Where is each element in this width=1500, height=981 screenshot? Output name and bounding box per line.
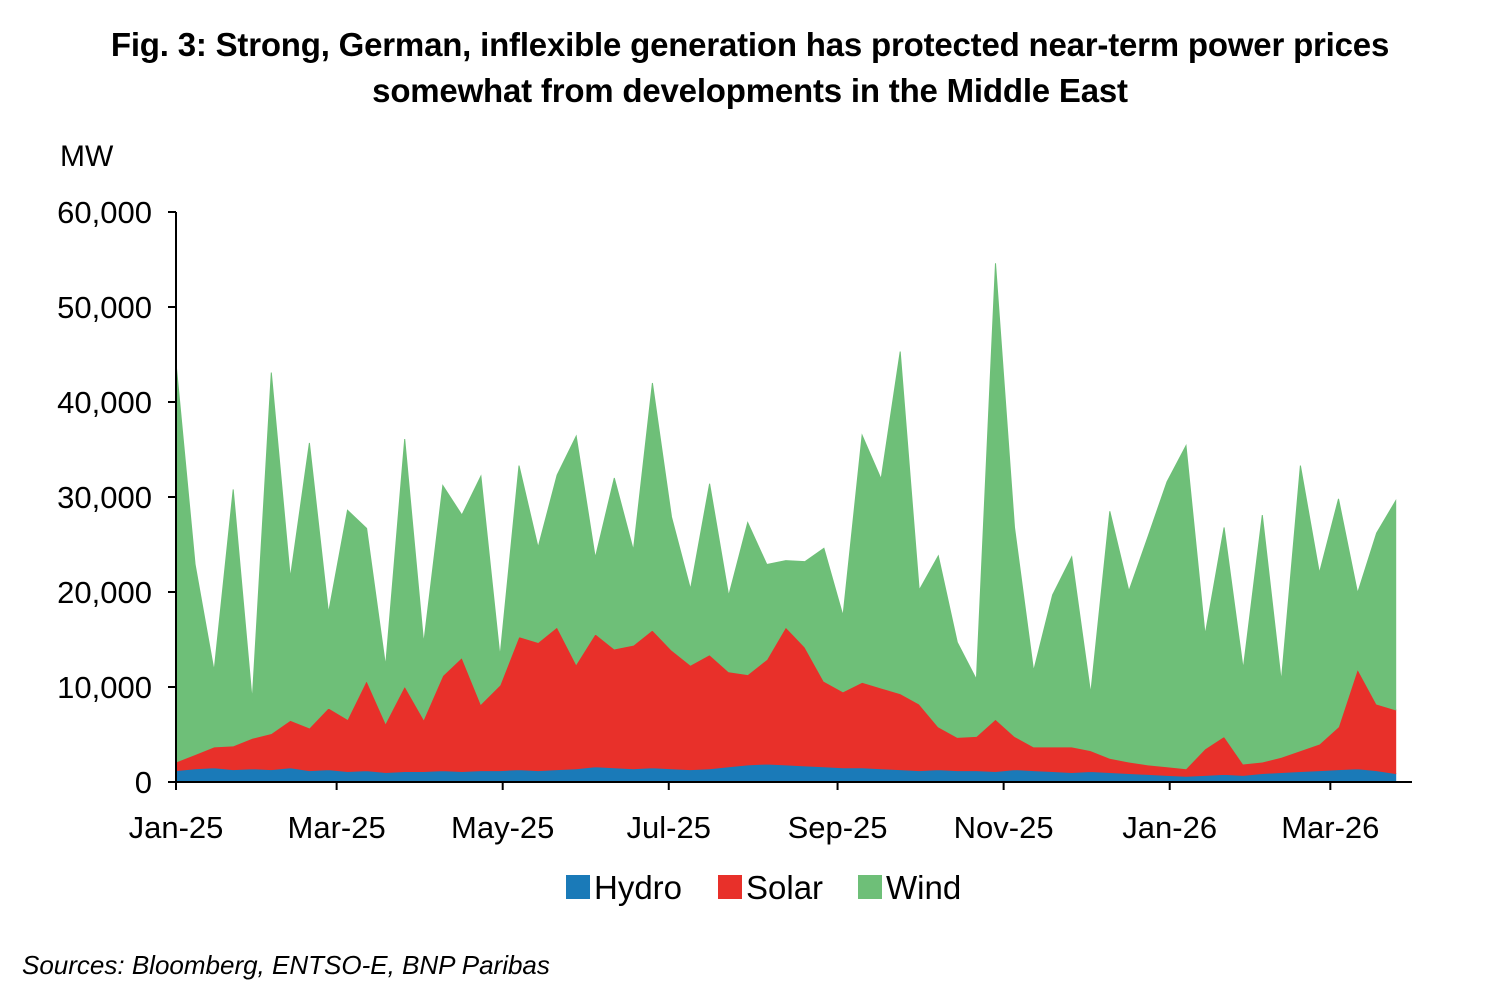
x-tick-label: Jul-25 [627, 810, 711, 845]
legend-label-wind: Wind [886, 869, 961, 906]
x-tick-label: Sep-25 [788, 810, 888, 845]
legend-label-solar: Solar [746, 869, 823, 906]
x-tick-label: Nov-25 [954, 810, 1054, 845]
x-tick-label: Jan-26 [1122, 810, 1217, 845]
tick-labels: 0 10,000 20,000 30,000 40,000 50,000 60,000 Jan… [57, 195, 1379, 845]
y-tick-label: 40,000 [57, 385, 152, 420]
y-tick-label: 10,000 [57, 670, 152, 705]
x-tick-label: Mar-26 [1281, 810, 1379, 845]
legend-swatch-wind [858, 875, 882, 899]
legend: Hydro Solar Wind [566, 869, 961, 906]
x-tick-label: Mar-25 [288, 810, 386, 845]
y-tick-label: 0 [135, 765, 152, 800]
y-tick-label: 60,000 [57, 195, 152, 230]
y-tick-label: 30,000 [57, 480, 152, 515]
legend-swatch-solar [718, 875, 742, 899]
source-note: Sources: Bloomberg, ENTSO-E, BNP Paribas [22, 950, 550, 980]
axes [168, 211, 1412, 790]
y-axis-unit-label: MW [60, 140, 114, 173]
legend-swatch-hydro [566, 875, 590, 899]
area-wind [175, 263, 1397, 770]
x-tick-label: May-25 [451, 810, 554, 845]
y-tick-label: 50,000 [57, 290, 152, 325]
legend-label-hydro: Hydro [594, 869, 682, 906]
plot-areas [175, 263, 1397, 783]
chart-title-line2: somewhat from developments in the Middle… [372, 72, 1128, 109]
chart-title: Fig. 3: Strong, German, inflexible gener… [110, 26, 1390, 63]
y-tick-label: 20,000 [57, 575, 152, 610]
x-tick-label: Jan-25 [129, 810, 224, 845]
